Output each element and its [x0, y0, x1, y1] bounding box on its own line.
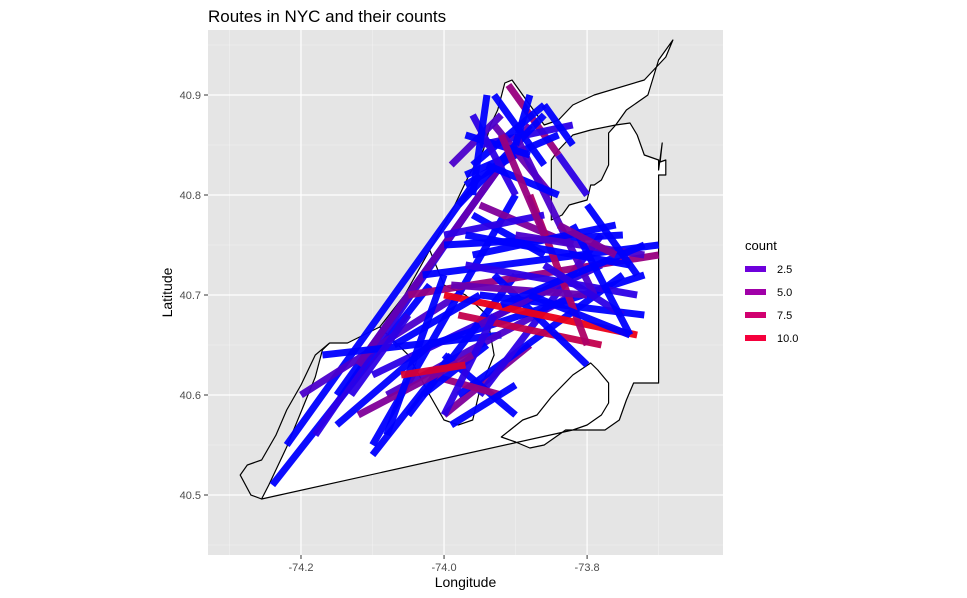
route-segment	[556, 221, 618, 259]
route-segment	[440, 313, 498, 417]
route-segment	[505, 82, 562, 158]
route-segment	[555, 152, 590, 198]
route-segment	[528, 291, 632, 339]
route-segment	[541, 102, 576, 148]
route-segment	[450, 281, 588, 299]
legend-label: 5.0	[777, 287, 792, 299]
legend-title: count	[745, 238, 777, 253]
y-tick-label: 40.6	[180, 390, 201, 402]
route-segment	[470, 102, 547, 168]
y-tick-label: 40.9	[180, 90, 201, 102]
y-tick-label: 40.8	[180, 190, 201, 202]
legend: count 2.5 5.0 7.5 10.0	[745, 238, 798, 345]
x-tick-label: -74.0	[432, 562, 457, 574]
route-segment	[512, 94, 534, 146]
route-segment	[392, 291, 482, 349]
route-segment	[449, 382, 518, 428]
legend-label: 7.5	[777, 310, 792, 322]
y-axis: 40.5 40.6 40.7 40.8 40.9	[180, 90, 208, 502]
outline-west	[239, 342, 330, 500]
chart-title: Routes in NYC and their counts	[208, 7, 446, 26]
x-tick-label: -74.2	[288, 562, 313, 574]
route-segment	[498, 133, 548, 237]
y-axis-title: Latitude	[159, 267, 175, 317]
legend-label: 10.0	[777, 333, 798, 345]
route-segment	[383, 273, 448, 437]
route-segment	[542, 262, 625, 318]
route-segment	[464, 131, 531, 159]
route-segment	[569, 223, 634, 337]
route-segment	[283, 172, 483, 448]
route-segment	[469, 94, 491, 196]
legend-label: 2.5	[777, 264, 792, 276]
route-segment	[348, 312, 412, 398]
y-tick-label: 40.7	[180, 290, 201, 302]
route-segment	[400, 361, 467, 379]
x-axis-title: Longitude	[435, 574, 497, 590]
y-tick-label: 40.5	[180, 490, 201, 502]
x-axis: -74.2 -74.0 -73.8	[288, 555, 600, 574]
route-segments	[269, 82, 660, 488]
route-segment	[443, 211, 545, 239]
x-tick-label: -73.8	[575, 562, 600, 574]
route-segment	[322, 331, 502, 359]
route-segment	[584, 202, 641, 278]
